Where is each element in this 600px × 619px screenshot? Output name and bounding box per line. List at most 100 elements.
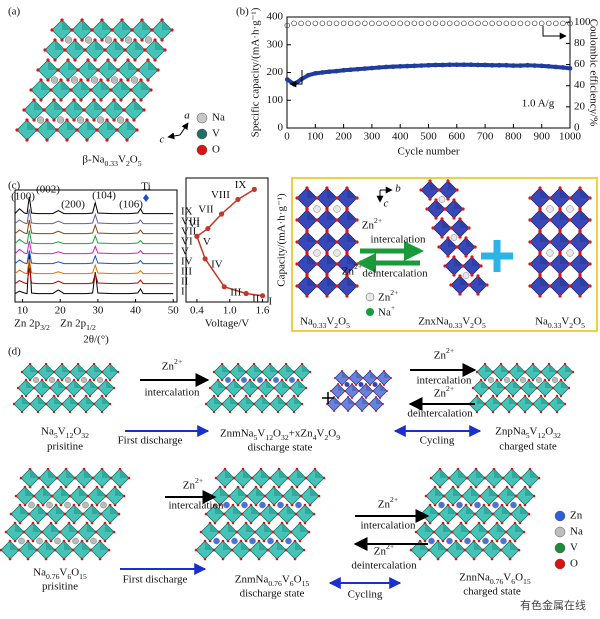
oxygen-atom <box>156 68 160 72</box>
oxygen-atom <box>347 410 349 412</box>
polyhedron-face <box>142 20 152 30</box>
oxygen-atom <box>236 485 240 489</box>
ion <box>358 381 364 388</box>
oxygen-atom <box>528 485 532 489</box>
oxygen-atom <box>72 118 76 122</box>
oxygen-atom <box>72 503 76 507</box>
oxygen-atom <box>300 402 304 406</box>
oxygen-atom <box>90 28 94 32</box>
oxygen-atom <box>458 274 462 278</box>
oxygen-atom <box>60 378 64 382</box>
oxygen-atom <box>28 362 32 366</box>
oxygen-atom <box>458 235 462 239</box>
data-point <box>468 62 474 68</box>
polyhedron-face <box>540 210 550 220</box>
oxygen-atom <box>492 485 496 489</box>
polyhedron-face <box>338 384 345 391</box>
oxygen-atom <box>452 198 456 202</box>
oxygen-atom <box>132 98 136 102</box>
state-label: charged state <box>499 441 557 453</box>
oxygen-atom <box>56 68 60 72</box>
oxygen-atom <box>213 503 217 507</box>
polyhedron-face <box>347 210 357 220</box>
oxygen-atom <box>456 485 460 489</box>
annotation: 1.0 A/g <box>522 98 555 110</box>
oxygen-atom <box>379 397 381 399</box>
oxygen-atom <box>125 138 129 142</box>
oxygen-atom <box>451 485 455 489</box>
oxygen-atom <box>240 512 244 516</box>
polyhedron-face <box>560 254 570 264</box>
oxygen-atom <box>212 410 216 414</box>
oxygen-atom <box>264 394 268 398</box>
polyhedron-face <box>148 60 158 70</box>
legend-arrow <box>542 26 567 40</box>
oxygen-atom <box>308 485 312 489</box>
oxygen-atom <box>62 557 66 561</box>
ion <box>96 116 105 124</box>
step-label: deintercalation <box>362 268 428 280</box>
oxygen-atom <box>507 394 511 398</box>
efficiency-point <box>461 20 467 27</box>
oxygen-atom <box>432 530 436 534</box>
legend-label: O <box>570 558 578 570</box>
polyhedron-face <box>106 380 114 388</box>
oxygen-atom <box>108 503 112 507</box>
data-point <box>397 64 403 69</box>
oxygen-atom <box>42 108 46 112</box>
polyhedron-face <box>20 505 29 514</box>
oxygen-atom <box>483 378 487 382</box>
oxygen-atom <box>260 410 264 414</box>
oxygen-atom <box>85 118 89 122</box>
crystal <box>326 370 392 412</box>
ion <box>213 537 220 545</box>
structure-label: ZnxNa0.33V2O5 <box>418 316 486 331</box>
oxygen-atom <box>62 539 66 543</box>
oxygen-atom <box>365 383 367 385</box>
crystal <box>0 467 131 561</box>
oxygen-atom <box>424 494 428 498</box>
polyhedron-face <box>472 257 481 266</box>
oxygen-atom <box>112 386 116 390</box>
oxygen-atom <box>0 548 3 552</box>
polyhedron-face <box>82 541 91 550</box>
oxygen-atom <box>32 118 36 122</box>
oxygen-atom <box>203 539 207 543</box>
ion <box>33 377 39 383</box>
polyhedron-face <box>370 371 377 378</box>
polyhedron-face <box>102 396 110 404</box>
series-line <box>286 62 571 87</box>
oxygen-atom <box>59 485 63 489</box>
oxygen-atom <box>563 402 567 406</box>
oxygen-atom <box>276 410 280 414</box>
polyhedron-face <box>135 40 145 50</box>
oxygen-atom <box>65 118 69 122</box>
oxygen-atom <box>459 539 463 543</box>
oxygen-atom <box>82 485 86 489</box>
oxygen-atom <box>98 539 102 543</box>
oxygen-atom <box>204 402 208 406</box>
polyhedron-face <box>327 232 337 242</box>
ion <box>510 501 517 509</box>
oxygen-atom <box>434 216 438 220</box>
polyhedron-face <box>87 120 97 130</box>
oxygen-atom <box>463 548 467 552</box>
data-point <box>560 65 566 70</box>
polyhedron-face <box>270 364 278 372</box>
oxygen-atom <box>458 217 462 221</box>
oxygen-atom <box>75 128 79 132</box>
point-label: VI <box>188 218 200 230</box>
polyhedron-face <box>92 505 101 514</box>
polyhedron-face <box>78 364 86 372</box>
oxygen-atom <box>472 539 476 543</box>
oxygen-atom <box>15 128 19 132</box>
x-tick-label: 0.4 <box>190 305 204 317</box>
oxygen-atom <box>216 378 220 382</box>
oxygen-atom <box>284 548 288 552</box>
polyhedron-face <box>61 80 71 90</box>
oxygen-atom <box>290 503 294 507</box>
oxygen-atom <box>418 539 422 543</box>
polyhedron-face <box>220 487 229 496</box>
oxygen-atom <box>347 396 349 398</box>
polyhedron-face <box>540 254 550 264</box>
